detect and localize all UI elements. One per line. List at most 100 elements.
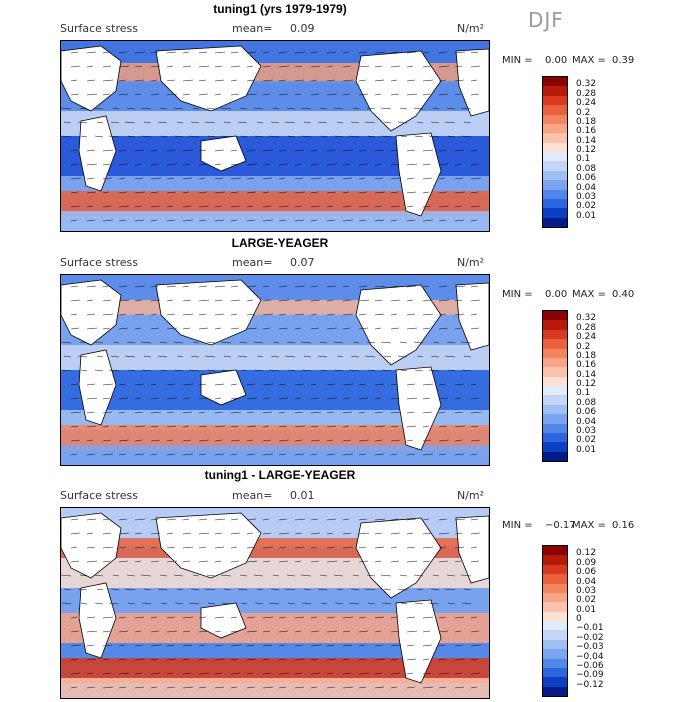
wind-vector bbox=[198, 177, 206, 180]
wind-vector bbox=[317, 355, 328, 358]
wind-vector bbox=[214, 518, 226, 521]
continent-outline bbox=[78, 582, 117, 659]
wind-vector bbox=[150, 658, 159, 661]
wind-vector bbox=[190, 121, 200, 124]
wind-vector bbox=[198, 397, 209, 400]
wind-vector bbox=[422, 51, 430, 54]
panel-2-min-value: 0.00 bbox=[545, 289, 568, 300]
wind-vector bbox=[390, 191, 399, 194]
wind-vector bbox=[406, 397, 418, 400]
wind-vector bbox=[102, 383, 114, 386]
wind-vector bbox=[374, 644, 384, 647]
wind-vector bbox=[470, 453, 478, 456]
wind-vector bbox=[150, 191, 159, 194]
wind-vector bbox=[86, 383, 96, 386]
wind-vector bbox=[182, 93, 191, 96]
wind-vector bbox=[326, 93, 338, 96]
wind-vector bbox=[198, 425, 208, 428]
colorbar-tick-label: 0.32 bbox=[576, 313, 597, 324]
wind-vector bbox=[278, 79, 287, 82]
wind-vector bbox=[294, 219, 305, 222]
wind-vector bbox=[134, 219, 145, 222]
wind-vector bbox=[390, 65, 401, 68]
wind-vector bbox=[166, 177, 175, 180]
colorbar-cell bbox=[543, 667, 567, 678]
wind-vector bbox=[198, 453, 207, 456]
wind-vector bbox=[102, 65, 112, 68]
continent-outline bbox=[395, 599, 442, 684]
wind-vector bbox=[444, 588, 456, 591]
wind-vector bbox=[230, 191, 239, 194]
wind-vector bbox=[358, 532, 370, 535]
wind-vector bbox=[86, 560, 98, 563]
wind-vector bbox=[150, 686, 158, 689]
wind-vector bbox=[438, 686, 447, 689]
wind-vector bbox=[262, 65, 272, 68]
colorbar-cell bbox=[543, 339, 567, 349]
wind-vector bbox=[358, 191, 368, 194]
wind-vector bbox=[262, 163, 271, 166]
wind-vector bbox=[110, 588, 120, 591]
wind-vector bbox=[254, 369, 264, 372]
wind-vector bbox=[134, 65, 143, 68]
wind-vector bbox=[182, 397, 191, 400]
colorbar-cell bbox=[543, 348, 567, 358]
wind-vector bbox=[174, 369, 184, 372]
wind-vector bbox=[326, 644, 335, 647]
wind-vector bbox=[383, 121, 392, 124]
wind-vector bbox=[70, 560, 80, 563]
wind-vector bbox=[230, 453, 238, 456]
wind-vector bbox=[366, 574, 376, 577]
wind-vector bbox=[358, 383, 367, 386]
wind-vector bbox=[198, 686, 207, 689]
wind-vector bbox=[422, 411, 433, 414]
wind-vector bbox=[256, 121, 264, 124]
wind-vector bbox=[390, 149, 398, 152]
wind-vector bbox=[358, 672, 370, 675]
wind-vector bbox=[278, 644, 286, 647]
colorbar-cell bbox=[543, 432, 567, 443]
wind-vector bbox=[390, 425, 399, 428]
wind-vector bbox=[134, 425, 146, 428]
wind-vector bbox=[214, 616, 225, 619]
wind-vector bbox=[134, 79, 145, 82]
wind-vector bbox=[86, 313, 96, 316]
wind-vector bbox=[286, 107, 296, 110]
wind-vector bbox=[352, 574, 360, 577]
wind-vector bbox=[70, 658, 79, 661]
wind-vector bbox=[326, 191, 337, 194]
wind-vector bbox=[364, 588, 376, 591]
wind-vector bbox=[438, 79, 447, 82]
wind-vector bbox=[294, 65, 303, 68]
wind-vector bbox=[438, 453, 447, 456]
wind-vector bbox=[358, 327, 369, 330]
wind-vector bbox=[140, 107, 152, 110]
wind-vector bbox=[406, 560, 418, 563]
wind-vector bbox=[70, 327, 80, 330]
wind-vector bbox=[134, 616, 145, 619]
wind-vector bbox=[182, 177, 193, 180]
continent-outline bbox=[355, 284, 442, 366]
wind-vector bbox=[214, 546, 225, 549]
wind-vector bbox=[399, 107, 408, 110]
wind-vector bbox=[294, 616, 305, 619]
wind-vector bbox=[108, 369, 120, 372]
wind-vector bbox=[422, 672, 432, 675]
wind-vector bbox=[253, 107, 264, 110]
wind-vector bbox=[182, 285, 190, 288]
wind-vector bbox=[246, 383, 256, 386]
wind-vector bbox=[294, 425, 306, 428]
wind-vector bbox=[256, 588, 264, 591]
wind-vector bbox=[246, 658, 257, 661]
panel-3-variable: Surface stress bbox=[60, 489, 138, 502]
wind-vector bbox=[198, 191, 208, 194]
wind-vector bbox=[470, 383, 478, 386]
colorbar-cell bbox=[543, 142, 567, 152]
wind-vector bbox=[102, 518, 110, 521]
wind-vector bbox=[86, 397, 98, 400]
wind-vector bbox=[438, 93, 449, 96]
wind-vector bbox=[207, 602, 216, 605]
wind-vector bbox=[342, 93, 351, 96]
wind-vector bbox=[294, 299, 303, 302]
colorbar-tick-label: 0.03 bbox=[576, 425, 597, 436]
